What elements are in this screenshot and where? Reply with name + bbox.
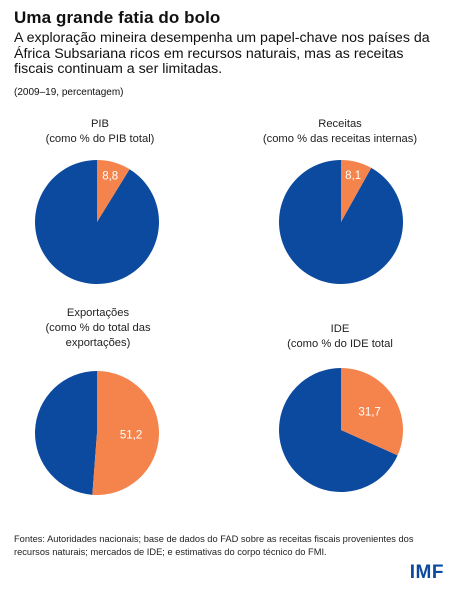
pie-receitas-share-slice [341, 160, 372, 222]
pie-ide-title: IDE [330, 323, 350, 335]
period-note: (2009–19, percentagem) [14, 87, 124, 98]
pie-receitas-title: Receitas [318, 118, 362, 130]
chart-subtitle: A exploração mineira desempenha um papel… [14, 30, 430, 77]
pie-exportacoes-label: Exportações (como % do total das exporta… [28, 306, 168, 351]
chart-title: Uma grande fatia do bolo [14, 8, 221, 27]
pie-exportacoes-subtitle: (como % do total das exportações) [45, 322, 151, 349]
pie-ide-share-slice [341, 368, 403, 456]
pie-pib-share-slice [97, 160, 130, 222]
pie-pib-value-label: 8,8 [102, 170, 118, 182]
pie-receitas-label: Receitas (como % das receitas internas) [250, 117, 430, 147]
pie-exportacoes-remainder-slice [35, 371, 97, 495]
pie-exportacoes-value-label: 51,2 [120, 429, 142, 441]
source-note: Fontes: Autoridades nacionais; base de d… [14, 534, 414, 557]
imf-logo: IMF [409, 562, 444, 583]
pie-receitas-value-label: 8,1 [345, 170, 361, 182]
pie-ide-subtitle: (como % do IDE total [287, 338, 393, 350]
pie-pib-title: PIB [90, 118, 110, 130]
pie-receitas-subtitle: (como % das receitas internas) [262, 133, 418, 145]
pie-pib-subtitle: (como % do PIB total) [45, 133, 155, 145]
pie-exportacoes-share-slice [92, 371, 160, 495]
pie-ide-remainder-slice [279, 368, 398, 493]
pie-pib-remainder-slice [35, 160, 160, 285]
pie-ide-label: IDE (como % do IDE total [265, 322, 415, 352]
pie-exportacoes-title: Exportações [66, 307, 130, 319]
pie-ide-value-label: 31,7 [358, 406, 380, 418]
pie-pib-label: PIB (como % do PIB total) [20, 117, 180, 147]
